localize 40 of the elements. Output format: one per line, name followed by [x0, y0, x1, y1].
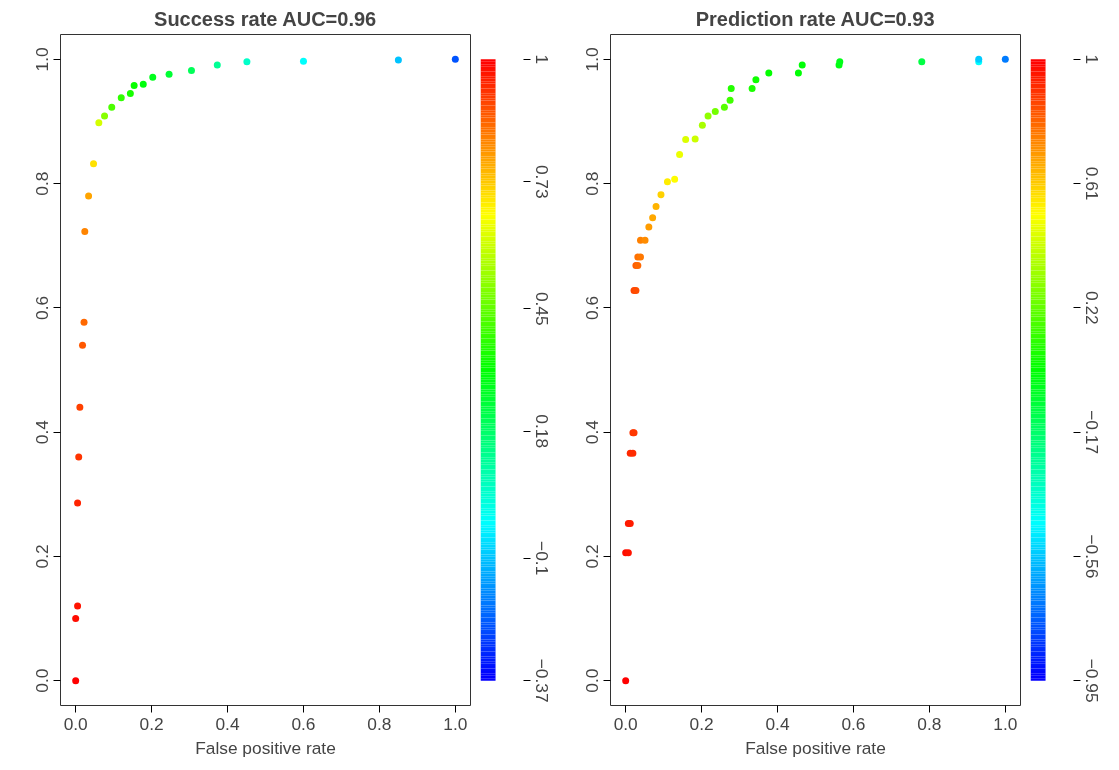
x-tick-label: 0.0 — [63, 713, 88, 734]
x-tick-label: 0.6 — [841, 713, 866, 734]
x-tick-label: 0.2 — [689, 713, 714, 734]
color-bar-label: −0.56 — [1081, 534, 1102, 579]
x-tick-label: 0.4 — [765, 713, 790, 734]
color-bar-label: 1 — [1081, 54, 1102, 65]
x-tick-label: 1.0 — [993, 713, 1018, 734]
x-tick-label: 0.8 — [367, 713, 392, 734]
chart-title: Prediction rate AUC=0.93 — [695, 7, 935, 30]
color-bar-label: 1 — [531, 54, 552, 65]
y-tick-label: 0.4 — [32, 419, 53, 445]
x-tick-label: 0.2 — [139, 713, 164, 734]
y-tick-label: 0.4 — [582, 419, 603, 445]
color-bar-label: −0.17 — [1081, 410, 1102, 455]
y-tick-label: 0.0 — [582, 668, 603, 693]
x-axis-title: False positive rate — [745, 737, 886, 758]
y-tick-label: 0.6 — [582, 295, 603, 320]
color-bar-label: 0.18 — [531, 414, 552, 449]
y-tick-label: 0.8 — [32, 171, 53, 196]
x-tick-label: 0.4 — [215, 713, 240, 734]
color-bar-label: −0.1 — [531, 541, 552, 576]
color-bar-label: −0.95 — [1081, 658, 1102, 703]
y-tick-label: 1.0 — [582, 47, 603, 72]
color-bar-label: 0.22 — [1081, 291, 1102, 325]
y-tick-label: 0.2 — [582, 544, 603, 569]
x-tick-label: 1.0 — [443, 713, 468, 734]
x-tick-label: 0.6 — [291, 713, 316, 734]
color-bar-label: 0.61 — [1081, 166, 1102, 201]
color-bar-label: 0.45 — [531, 291, 552, 326]
y-tick-label: 0.0 — [32, 668, 53, 693]
color-bar-label: 0.73 — [531, 164, 552, 199]
y-tick-label: 0.6 — [32, 295, 53, 320]
x-axis-title: False positive rate — [195, 737, 336, 758]
x-tick-label: 0.0 — [613, 713, 638, 734]
x-tick-label: 0.8 — [917, 713, 942, 734]
y-tick-label: 1.0 — [32, 47, 53, 72]
chart-title: Success rate AUC=0.96 — [154, 7, 377, 30]
y-tick-label: 0.2 — [32, 544, 53, 569]
y-tick-label: 0.8 — [582, 171, 603, 196]
color-bar-label: −0.37 — [531, 658, 552, 703]
